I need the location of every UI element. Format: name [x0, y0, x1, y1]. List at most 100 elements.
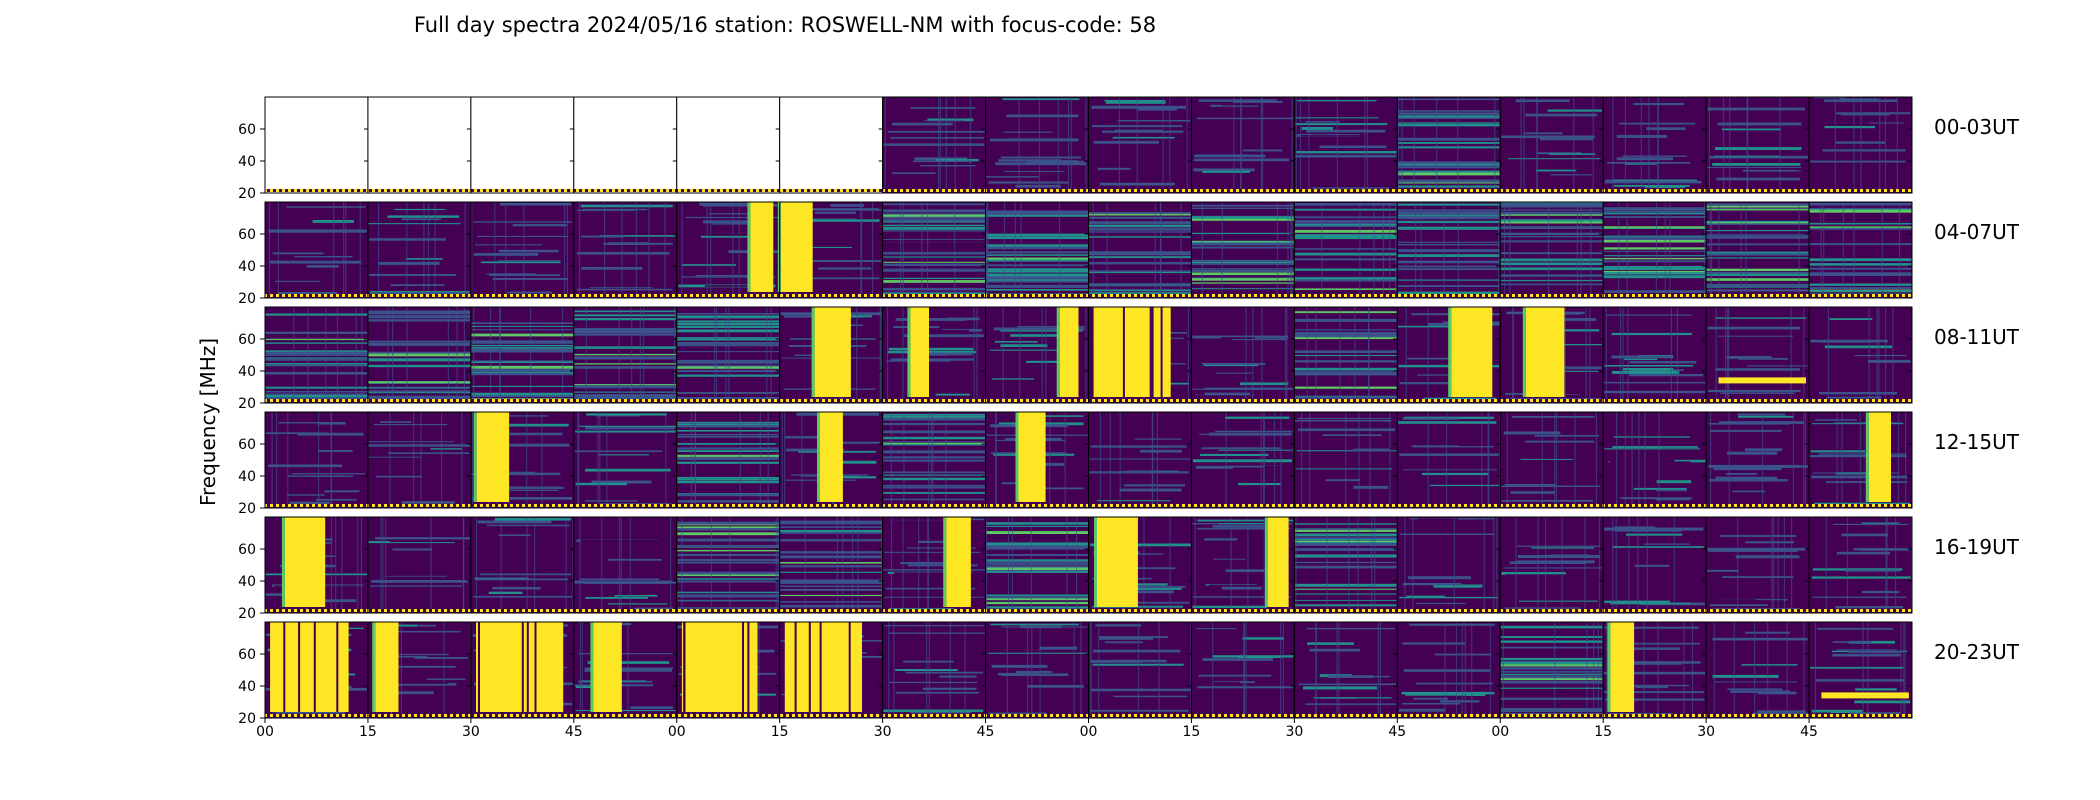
time-streak — [890, 517, 893, 613]
spectral-line — [1417, 374, 1448, 376]
spectral-line — [1307, 642, 1354, 645]
time-streak — [1537, 517, 1539, 613]
spectral-line — [1221, 184, 1291, 186]
spectral-line — [1752, 712, 1808, 715]
spectrum-panel — [777, 201, 884, 299]
spectral-line — [268, 464, 342, 468]
time-streak — [627, 622, 629, 718]
spectral-line — [1397, 110, 1501, 112]
time-streak — [330, 412, 332, 508]
time-streak — [1853, 97, 1855, 193]
time-streak — [902, 517, 904, 613]
spectral-line — [1294, 215, 1398, 219]
spectral-line — [1398, 708, 1445, 712]
dotted-baseline — [265, 294, 368, 297]
spectral-line — [488, 484, 564, 487]
spectral-line — [578, 224, 670, 227]
time-streak — [710, 517, 713, 613]
spectral-line — [1294, 396, 1398, 399]
spectral-line — [1743, 142, 1778, 144]
spectral-line — [882, 474, 986, 476]
spectrum-panel — [367, 621, 472, 719]
spectral-line — [1500, 252, 1604, 255]
narrow-band — [1718, 377, 1806, 384]
spectral-line — [1614, 526, 1656, 529]
spectral-line — [1603, 257, 1707, 260]
spectral-line — [472, 497, 573, 500]
time-streak — [1622, 307, 1624, 403]
time-streak — [1395, 202, 1397, 298]
spectral-line — [1294, 288, 1398, 290]
y-tick-label: 60 — [238, 122, 256, 138]
y-tick-label: 20 — [238, 396, 256, 412]
dotted-baseline — [1809, 399, 1912, 402]
burst-block — [1868, 412, 1891, 502]
spectral-line — [573, 396, 677, 400]
time-streak — [343, 202, 345, 298]
panel-background — [1809, 517, 1912, 613]
time-streak — [406, 307, 408, 403]
spectral-line — [1103, 145, 1185, 147]
time-streak — [1585, 307, 1587, 403]
spectral-line — [1501, 485, 1600, 487]
spectral-line — [676, 478, 780, 481]
panel-background — [1088, 97, 1192, 193]
time-streak — [443, 622, 445, 718]
dotted-baseline — [470, 399, 574, 402]
spectral-line — [1850, 712, 1902, 715]
spectral-line — [1306, 129, 1386, 133]
spectral-line — [1520, 458, 1574, 460]
panel-background — [265, 97, 368, 193]
time-streak — [1885, 307, 1887, 403]
spectral-line — [1535, 169, 1577, 172]
panel-background — [265, 202, 368, 298]
spectral-line — [476, 578, 568, 581]
spectral-line — [905, 671, 983, 674]
time-streak — [360, 517, 362, 613]
spectral-line — [1706, 222, 1809, 224]
spectral-line — [1112, 659, 1167, 663]
time-streak — [1827, 307, 1829, 403]
spectral-line — [1507, 460, 1586, 463]
spectral-line — [489, 274, 560, 276]
time-streak — [1315, 307, 1317, 403]
time-streak — [1616, 412, 1618, 508]
time-streak — [1354, 307, 1356, 403]
spectral-line — [1027, 685, 1084, 688]
spectral-line — [367, 343, 471, 346]
spectral-line — [1134, 438, 1182, 440]
spectrum-panel — [1396, 306, 1501, 404]
spectral-line — [1500, 687, 1604, 689]
spectral-line — [1504, 484, 1556, 486]
time-streak — [729, 517, 731, 613]
spectral-line — [1195, 465, 1234, 469]
spectral-line — [1656, 480, 1692, 484]
spectral-line — [676, 436, 780, 438]
spectral-line — [573, 307, 677, 311]
spectral-line — [1397, 211, 1501, 214]
spectral-line — [614, 595, 658, 597]
dotted-baseline — [573, 609, 677, 612]
dotted-baseline — [1500, 504, 1604, 507]
y-tick-label: 40 — [238, 259, 256, 275]
spectral-line — [1397, 124, 1501, 127]
panel-background — [1500, 517, 1604, 613]
panel-background — [470, 307, 574, 403]
spectral-line — [1433, 585, 1483, 588]
spectral-line — [882, 498, 986, 501]
spectral-line — [1294, 606, 1398, 608]
spectral-line — [1088, 262, 1192, 265]
time-streak — [1136, 97, 1138, 193]
time-streak — [601, 517, 603, 613]
time-streak — [715, 307, 718, 403]
spectral-line — [376, 576, 471, 579]
x-axis: 00 15 30 45 00 15 30 45 00 15 30 45 00 15 30 45 — [256, 718, 1818, 740]
time-streak — [621, 202, 623, 298]
time-streak — [420, 412, 422, 508]
spectral-line — [487, 443, 570, 447]
time-streak — [1803, 307, 1805, 403]
time-streak — [1885, 517, 1887, 613]
spectral-line — [1088, 213, 1192, 216]
time-streak — [597, 412, 599, 508]
time-streak — [1791, 517, 1793, 613]
